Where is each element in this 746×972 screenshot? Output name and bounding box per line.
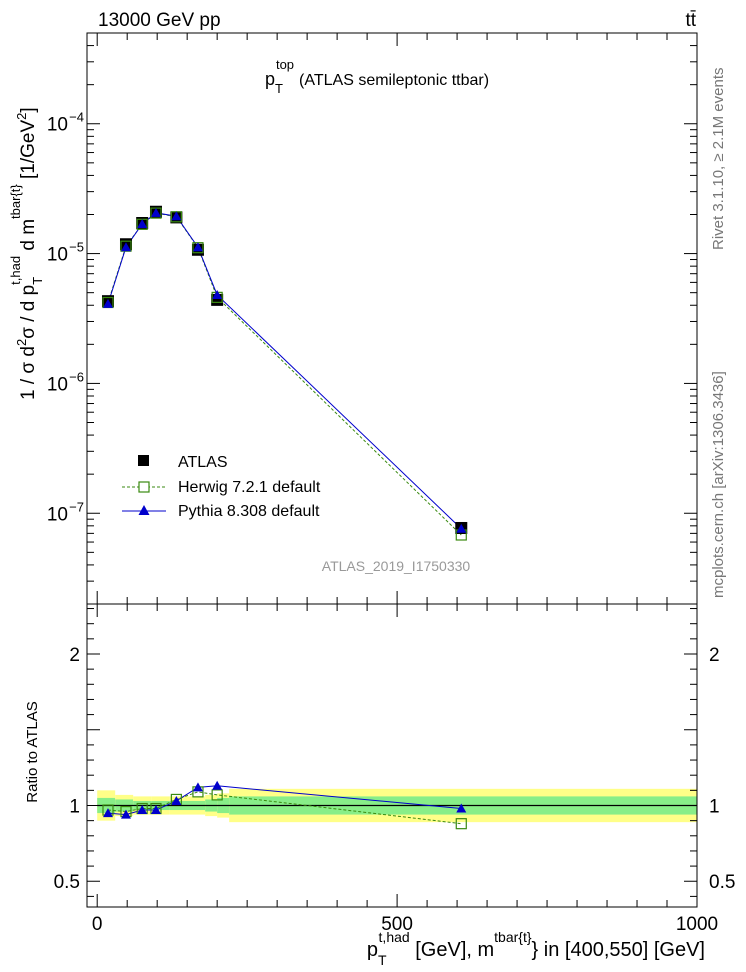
ratio-tick-label-right: 1 [709,796,720,817]
pythia-point [212,289,223,299]
pythia-point [192,242,203,252]
legend-marker-pythia [138,505,150,515]
x-tick-label: 1000 [676,914,718,935]
y-tick-exponent: −6 [69,369,84,384]
x-axis-label: pTt,had [GeV], mtbar{t}} in [400,550] [G… [367,929,705,968]
pythia-point [150,207,161,217]
ratio-x-ticks: 0 500 1000 [92,604,718,935]
x-tick-label: 0 [92,914,103,935]
ratio-y-ticks: 0.5 0.5 1 1 2 2 [54,608,735,897]
legend-label-herwig: Herwig 7.2.1 default [178,479,321,496]
y-tick-base: 10 [47,374,68,395]
herwig-line [107,212,462,536]
pythia-point [171,211,182,221]
main-y-ticks: 10−710−610−510−4 [47,32,697,605]
main-y-axis-label: 1 / σ d2σ / d pTt,had d mtbar{t} [1/GeV2… [8,107,45,400]
pythia-ratio-point [456,803,467,813]
herwig-ratio-point [455,818,467,830]
herwig-ratio-line [107,791,462,825]
legend-label-atlas: ATLAS [178,454,228,471]
main-series [101,205,468,541]
y-tick-label: 10 [47,115,68,136]
plot-title: pTtop(ATLAS semileptonic ttbar) [265,57,489,96]
header-right: tt̄ [685,10,696,31]
pythia-point [102,298,113,308]
ratio-tick-label-left: 1 [69,796,80,817]
header-left: 13000 GeV pp [98,10,221,31]
analysis-watermark: ATLAS_2019_I1750330 [322,558,471,574]
y-tick-label: 10 [47,374,68,395]
legend-marker-herwig [138,481,150,493]
legend: ATLAS Herwig 7.2.1 default Pythia 8.308 … [122,454,321,520]
ratio-tick-label-right: 0.5 [709,872,735,893]
ratio-tick-label-left: 0.5 [54,872,80,893]
y-tick-exponent: −7 [69,499,84,514]
ratio-y-axis-label: Ratio to ATLAS [24,701,41,802]
legend-label-pythia: Pythia 8.308 default [178,503,320,520]
legend-marker-atlas [138,455,149,466]
pythia-ratio-point [137,805,148,815]
y-tick-base: 10 [47,115,68,136]
y-tick-label: 10 [47,504,68,525]
pythia-ratio-point [171,795,182,805]
herwig-ratio-point [211,789,223,801]
pythia-ratio-point [120,809,131,819]
y-tick-exponent: −5 [69,240,84,255]
x-tick-label: 500 [381,914,413,935]
y-tick-exponent: −4 [69,110,84,125]
y-tick-base: 10 [47,504,68,525]
pythia-ratio-point [102,808,113,818]
main-x-ticks [96,33,698,604]
mcplots-label: mcplots.cern.ch [arXiv:1306.3436] [710,371,727,598]
pythia-ratio-point [150,805,161,815]
pythia-ratio-point [192,782,203,792]
pythia-ratio-line [107,785,462,816]
pythia-point [456,523,467,533]
ratio-tick-label-left: 2 [69,645,80,666]
pythia-point [120,242,131,252]
pythia-point [137,218,148,228]
ratio-series [102,780,467,830]
herwig-point [120,240,132,252]
ratio-tick-label-right: 2 [709,645,720,666]
y-tick-base: 10 [47,245,68,266]
pythia-ratio-point [212,780,223,790]
ratio-plot-frame [86,603,698,908]
rivet-label: Rivet 3.1.10, ≥ 2.1M events [710,68,727,251]
y-tick-label: 10 [47,245,68,266]
